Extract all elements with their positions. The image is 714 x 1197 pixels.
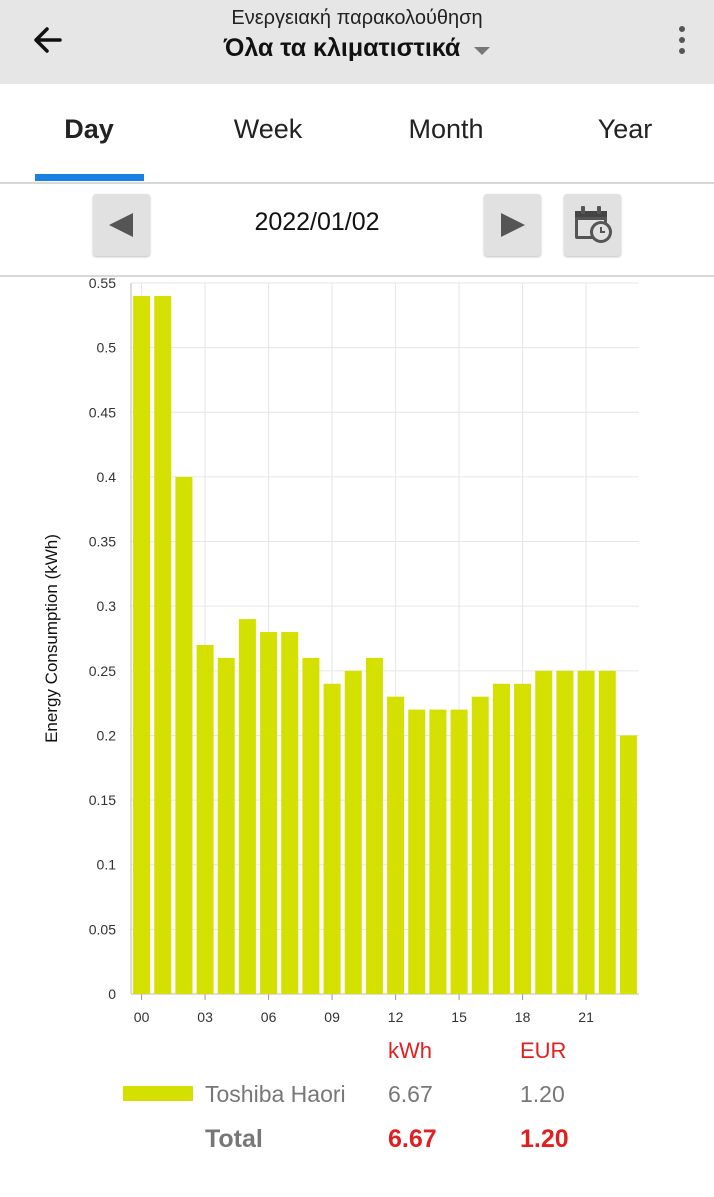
bar-hour-03 xyxy=(196,644,214,994)
bar-hour-11 xyxy=(365,657,383,994)
energy-bar-chart: 0 0.05 0.1 0.15 0.2 0.25 0.3 0.35 0.4 0.45 0.5 0.55… xyxy=(42,276,639,1025)
previous-day-button[interactable] xyxy=(93,194,150,256)
bar-hour-19 xyxy=(535,670,553,994)
total-label: Total xyxy=(205,1125,263,1153)
legend-series-name: Toshiba Haori xyxy=(205,1081,346,1107)
header-title-block: Ενεργειακή παρακολούθηση Όλα τα κλιματισ… xyxy=(0,6,714,64)
date-navigation: 2022/01/02 xyxy=(0,184,714,276)
x-tick-label: 21 xyxy=(578,1009,594,1025)
caret-down-icon[interactable] xyxy=(474,47,491,55)
bar-hour-13 xyxy=(408,709,426,994)
menu-dot xyxy=(679,37,685,43)
tabs-divider xyxy=(0,182,714,184)
device-selector[interactable]: Όλα τα κλιματιστικά xyxy=(224,32,491,64)
bar-hour-16 xyxy=(471,696,489,994)
bar-hour-12 xyxy=(387,696,405,994)
bar-hour-02 xyxy=(175,476,193,995)
y-tick-label: 0.55 xyxy=(89,276,116,291)
x-tick-label: 15 xyxy=(451,1009,467,1025)
datebar-divider xyxy=(0,275,714,277)
y-axis-title: Energy Consumption (kWh) xyxy=(42,534,61,743)
x-tick-label: 18 xyxy=(515,1009,531,1025)
bar-hour-17 xyxy=(492,683,510,994)
y-tick-label: 0.05 xyxy=(89,921,116,937)
bar-hour-22 xyxy=(598,670,616,994)
header-subtitle: Ενεργειακή παρακολούθηση xyxy=(231,7,483,29)
total-eur-value: 1.20 xyxy=(520,1125,569,1153)
bar-hour-06 xyxy=(260,632,278,994)
y-tick-label: 0.15 xyxy=(89,792,116,808)
tab-year[interactable]: Year xyxy=(597,114,653,144)
back-button[interactable] xyxy=(22,14,74,66)
period-tabs: Day Week Month Year xyxy=(0,84,714,182)
bar-hour-01 xyxy=(154,295,172,995)
bar-hour-09 xyxy=(323,683,341,994)
series-kwh-value: 6.67 xyxy=(388,1081,433,1107)
x-tick-label: 03 xyxy=(197,1009,213,1025)
bar-hour-05 xyxy=(238,619,256,994)
series-eur-value: 1.20 xyxy=(520,1081,565,1107)
y-tick-label: 0.25 xyxy=(89,663,116,679)
x-tick-label: 00 xyxy=(134,1009,150,1025)
y-tick-label: 0.45 xyxy=(89,404,116,420)
bar-hour-18 xyxy=(514,683,532,994)
calendar-clock-icon xyxy=(575,206,612,243)
tab-week[interactable]: Week xyxy=(233,114,303,144)
bar-hour-04 xyxy=(217,657,235,994)
menu-dot xyxy=(679,48,685,54)
triangle-right-icon xyxy=(501,213,525,237)
bar-hour-21 xyxy=(577,670,595,994)
y-tick-label: 0.4 xyxy=(97,469,117,485)
x-tick-label: 09 xyxy=(324,1009,340,1025)
kwh-column-header: kWh xyxy=(388,1038,432,1063)
legend-summary: kWh EUR Toshiba Haori 6.67 1.20 Total 6.… xyxy=(0,1030,714,1190)
y-tick-label: 0 xyxy=(108,986,116,1002)
legend-swatch xyxy=(123,1086,193,1101)
more-vert-icon[interactable] xyxy=(668,18,696,62)
next-day-button[interactable] xyxy=(484,194,541,256)
tab-day[interactable]: Day xyxy=(64,114,114,144)
y-tick-label: 0.2 xyxy=(97,727,117,743)
y-tick-label: 0.5 xyxy=(97,340,117,356)
bar-hour-00 xyxy=(133,295,151,995)
tab-month[interactable]: Month xyxy=(408,114,484,144)
page-title: Όλα τα κλιματιστικά xyxy=(223,34,461,62)
eur-column-header: EUR xyxy=(520,1038,567,1063)
active-tab-indicator xyxy=(35,174,144,181)
bar-hour-23 xyxy=(619,735,637,994)
bar-hour-14 xyxy=(429,709,447,994)
bar-hour-20 xyxy=(556,670,574,994)
bar-hour-15 xyxy=(450,709,468,994)
arrow-back-icon xyxy=(34,27,62,53)
y-tick-label: 0.1 xyxy=(97,857,117,873)
triangle-left-icon xyxy=(109,213,133,237)
bar-hour-07 xyxy=(281,632,299,994)
y-tick-label: 0.35 xyxy=(89,534,116,550)
total-kwh-value: 6.67 xyxy=(388,1125,437,1153)
y-tick-label: 0.3 xyxy=(97,598,117,614)
selected-date[interactable]: 2022/01/02 xyxy=(254,208,380,236)
bar-hour-10 xyxy=(344,670,362,994)
x-tick-label: 06 xyxy=(261,1009,277,1025)
calendar-button[interactable] xyxy=(564,194,621,256)
x-tick-label: 12 xyxy=(388,1009,404,1025)
app-bar: Ενεργειακή παρακολούθηση Όλα τα κλιματισ… xyxy=(0,0,714,84)
menu-dot xyxy=(679,26,685,32)
bar-hour-08 xyxy=(302,657,320,994)
